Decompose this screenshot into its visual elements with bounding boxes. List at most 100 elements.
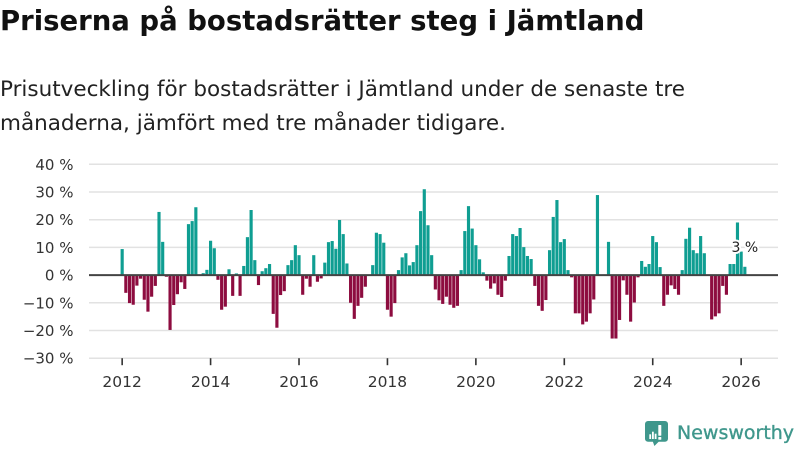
bar-positive — [547, 250, 552, 276]
bar-positive — [334, 248, 338, 276]
bar-positive — [242, 265, 246, 276]
bar-positive — [559, 242, 563, 276]
bar-positive — [739, 251, 743, 276]
y-tick-label: −20 % — [23, 322, 74, 340]
bar-negative — [363, 275, 367, 287]
x-tick-label: 2022 — [545, 373, 584, 391]
y-tick-label: 10 % — [35, 239, 73, 257]
bar-negative — [455, 275, 460, 306]
bar-positive — [728, 264, 732, 276]
bar-positive — [529, 259, 533, 276]
bar-positive — [249, 210, 253, 276]
bar-negative — [135, 275, 139, 286]
bar-positive — [606, 241, 611, 276]
bar-negative — [485, 275, 489, 281]
bar-negative — [503, 275, 507, 281]
bar-positive — [120, 249, 124, 276]
bar-negative — [256, 275, 261, 286]
y-axis-labels: 40 % 30 % 20 % 10 % 0 % −10 % −20 % −30 % — [23, 156, 74, 368]
bar-negative — [721, 275, 725, 286]
bar-negative — [308, 275, 312, 287]
bars — [120, 189, 747, 339]
bar-positive — [640, 260, 644, 276]
bar-negative — [301, 275, 305, 295]
bar-negative — [139, 275, 143, 279]
bar-positive — [378, 234, 382, 276]
bar-positive — [396, 270, 401, 276]
bar-negative — [304, 275, 308, 279]
bar-negative — [349, 275, 353, 303]
bar-positive — [286, 265, 290, 276]
bar-negative — [636, 275, 640, 278]
bar-negative — [437, 275, 441, 301]
bar-negative — [282, 275, 286, 292]
bar-negative — [360, 275, 364, 298]
bar-negative — [441, 275, 445, 304]
bar-positive — [194, 207, 198, 276]
bar-positive — [312, 255, 316, 276]
bar-positive — [684, 238, 688, 276]
x-tick-label: 2014 — [191, 373, 230, 391]
bar-negative — [444, 275, 448, 297]
bar-positive — [411, 262, 415, 276]
y-tick-label: 0 % — [45, 267, 74, 285]
bar-positive — [330, 241, 334, 276]
bar-positive — [551, 216, 555, 276]
bar-negative — [724, 275, 728, 295]
bar-positive — [466, 206, 471, 276]
bar-negative — [544, 275, 548, 301]
x-tick-label: 2016 — [279, 373, 318, 391]
bar-positive — [260, 271, 264, 276]
bar-positive — [400, 257, 404, 276]
bar-positive — [212, 248, 216, 276]
bar-positive — [522, 247, 526, 276]
bar-positive — [267, 264, 272, 276]
bar-positive — [688, 227, 692, 276]
bar-negative — [319, 275, 323, 279]
bar-negative — [183, 275, 187, 289]
bar-negative — [142, 275, 146, 300]
bar-negative — [179, 275, 183, 283]
bar-negative — [610, 275, 614, 339]
bar-negative — [673, 275, 677, 289]
bar-negative — [577, 275, 581, 314]
bar-negative — [676, 275, 681, 295]
bar-negative — [150, 275, 154, 297]
bar-negative — [592, 275, 596, 300]
chart-subtitle: Prisutveckling för bostadsrätter i Jämtl… — [0, 76, 685, 136]
bar-negative — [352, 275, 356, 319]
bar-positive — [735, 222, 740, 276]
bar-negative — [629, 275, 633, 322]
bar-positive — [511, 234, 515, 276]
bar-positive — [297, 255, 301, 276]
y-tick-label: 40 % — [35, 156, 73, 174]
bar-negative — [271, 275, 275, 314]
bar-positive — [562, 239, 566, 276]
bar-positive — [205, 269, 209, 276]
bar-negative — [584, 275, 588, 322]
bar-positive — [227, 269, 231, 276]
x-tick-label: 2012 — [102, 373, 141, 391]
bar-negative — [496, 275, 500, 295]
bar-positive — [474, 245, 478, 276]
bar-positive — [695, 253, 699, 276]
y-tick-label: −30 % — [23, 350, 74, 368]
bar-positive — [341, 234, 345, 276]
x-tick-label: 2026 — [721, 373, 760, 391]
bar-positive — [514, 236, 518, 276]
bar-positive — [253, 260, 257, 276]
bar-negative — [448, 275, 452, 305]
bar-positive — [647, 264, 651, 276]
bar-positive — [337, 219, 342, 276]
y-tick-label: 20 % — [35, 211, 73, 229]
bar-negative — [146, 275, 150, 312]
bar-positive — [326, 242, 331, 276]
bar-negative — [220, 275, 224, 310]
bar-positive — [507, 255, 511, 276]
bar-positive — [426, 225, 430, 276]
bar-positive — [371, 265, 375, 276]
bar-positive — [459, 270, 463, 276]
bar-positive — [161, 241, 165, 276]
bar-negative — [223, 275, 227, 307]
bar-positive — [699, 236, 703, 276]
